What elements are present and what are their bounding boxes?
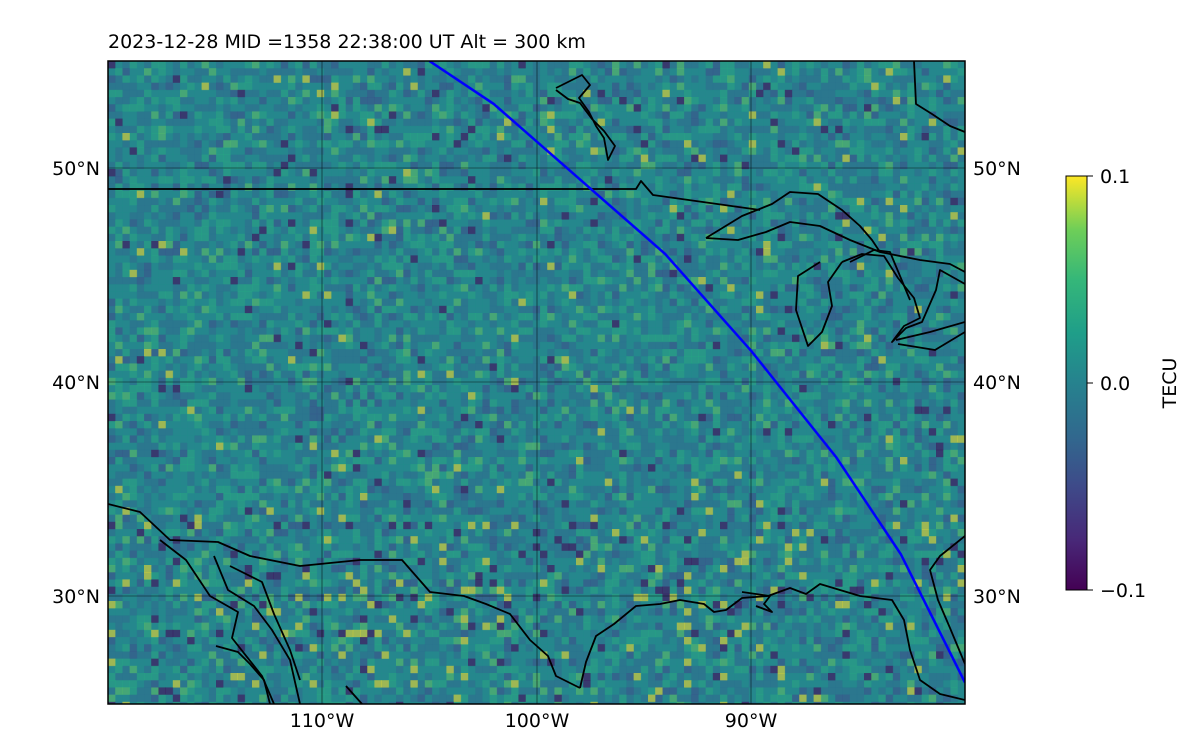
- lake-michigan: [795, 261, 843, 347]
- tec-field: [108, 61, 965, 704]
- map-panel: [108, 61, 965, 704]
- coastlines: [108, 61, 965, 704]
- lon-label-110w: 110°W: [290, 710, 355, 732]
- colorbar-tick-label-min: −0.1: [1100, 580, 1146, 602]
- lat-label-right-40n: 40°N: [973, 372, 1021, 394]
- lon-label-90w: 90°W: [725, 710, 778, 732]
- hudson-bay-coast: [555, 74, 616, 161]
- satellite-track: [428, 61, 965, 684]
- lat-label-left-50n: 50°N: [52, 158, 100, 180]
- baja-coast: [159, 539, 275, 704]
- atlantic-coast: [929, 535, 965, 665]
- lon-label-100w: 100°W: [505, 710, 570, 732]
- florida-west-coast: [741, 591, 773, 613]
- us-canada-border: [108, 180, 761, 211]
- colorbar-label: TECU: [1159, 358, 1181, 410]
- ne-canada-coast: [913, 61, 965, 133]
- lat-label-left-30n: 30°N: [52, 586, 100, 608]
- colorbar-tick-label-max: 0.1: [1100, 166, 1130, 188]
- mexico-mainland: [345, 685, 363, 704]
- map-frame: [107, 60, 966, 705]
- colorbar: 0.1 0.0 −0.1 TECU: [1065, 166, 1181, 602]
- lake-superior: [705, 191, 881, 253]
- us-mexico-border: [108, 503, 581, 689]
- gulf-of-california: [213, 555, 301, 704]
- colorbar-gradient: [1066, 176, 1087, 590]
- lake-huron: [841, 253, 965, 343]
- figure-title: 2023-12-28 MID =1358 22:38:00 UT Alt = 3…: [108, 31, 586, 53]
- colorbar-tick-label-zero: 0.0: [1100, 373, 1130, 395]
- baja-peninsula: [215, 645, 271, 704]
- lat-label-right-50n: 50°N: [973, 158, 1021, 180]
- lat-label-right-30n: 30°N: [973, 586, 1021, 608]
- great-lakes-east: [879, 251, 965, 273]
- lake-erie-ontario: [849, 249, 965, 351]
- lat-label-left-40n: 40°N: [52, 372, 100, 394]
